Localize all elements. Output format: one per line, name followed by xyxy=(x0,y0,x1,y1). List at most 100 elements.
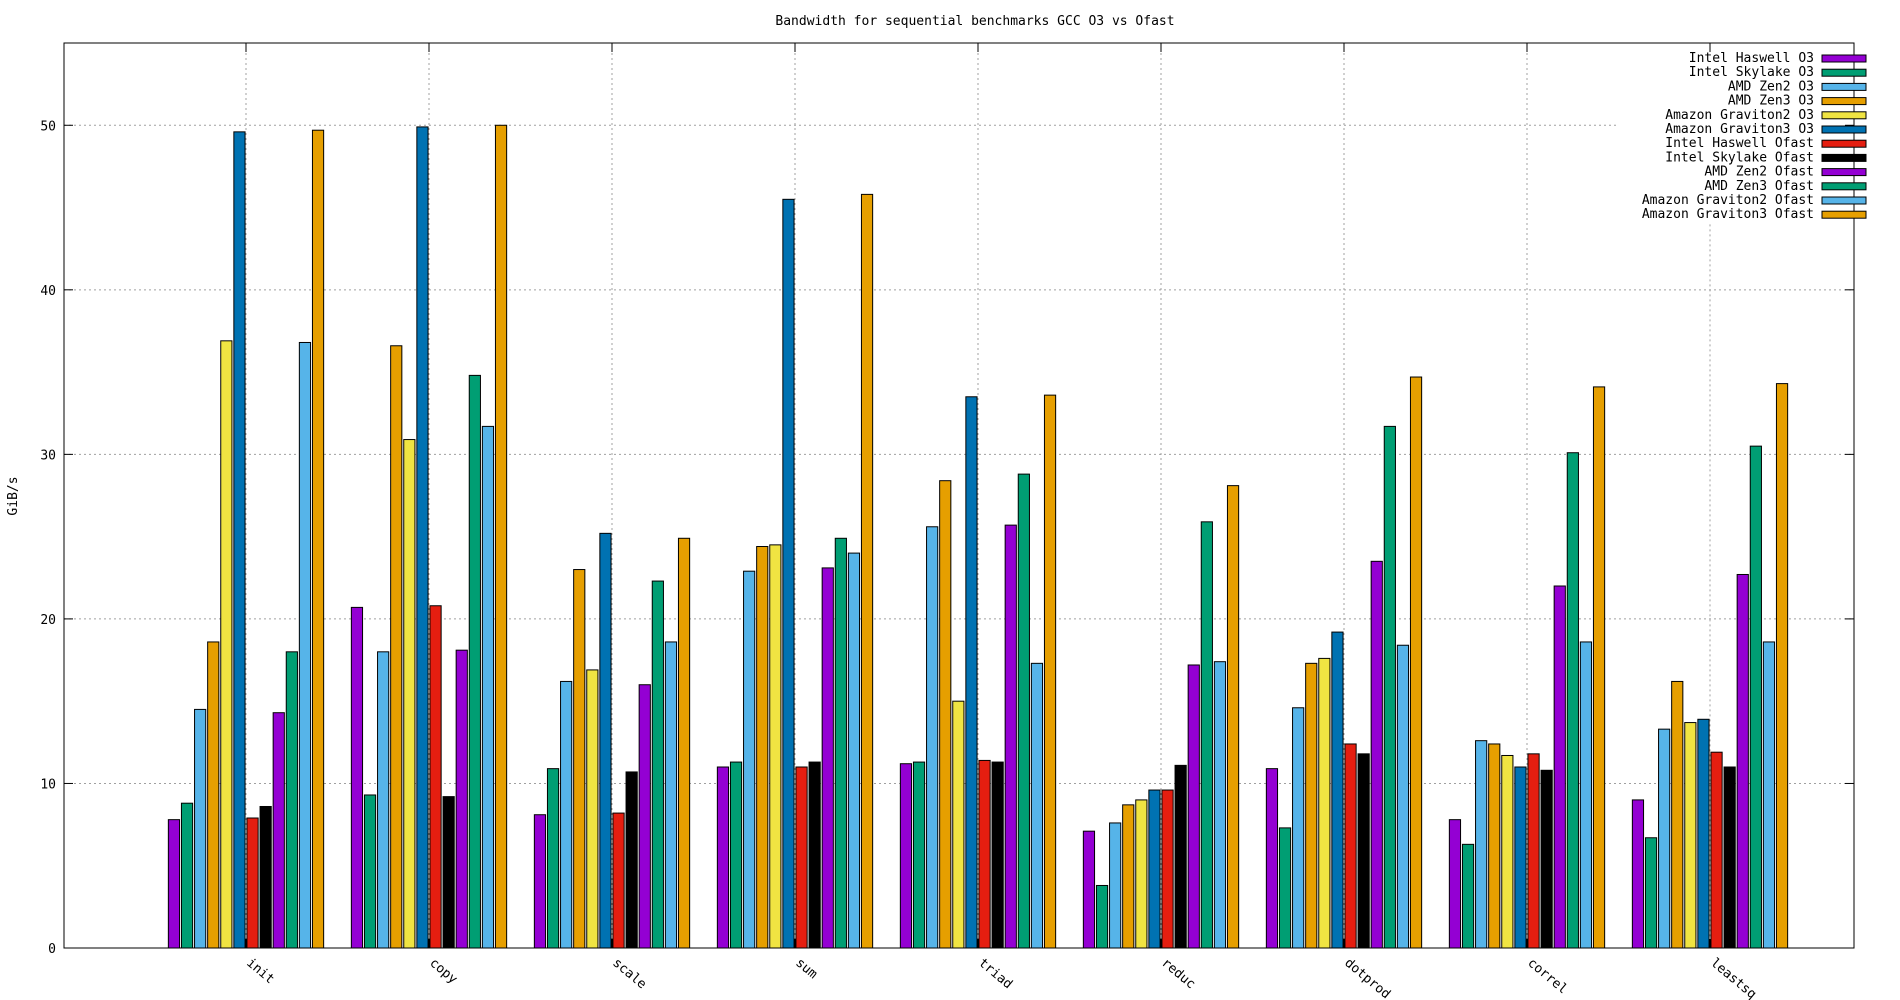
bar xyxy=(1344,743,1357,949)
bar xyxy=(1265,768,1279,949)
bar xyxy=(1278,827,1292,949)
x-tick-label: dotprod xyxy=(1341,956,1393,1000)
bar xyxy=(782,198,795,949)
legend-swatch xyxy=(1821,111,1867,120)
bar xyxy=(716,766,730,949)
y-tick-label: 20 xyxy=(40,613,56,628)
bar xyxy=(1631,799,1645,949)
bar xyxy=(272,712,285,949)
legend-swatch xyxy=(1821,82,1867,91)
bar xyxy=(860,193,874,949)
bar xyxy=(1697,718,1710,949)
bar xyxy=(612,812,625,949)
legend-label: AMD Zen2 O3 xyxy=(1728,79,1814,94)
bar xyxy=(560,680,573,949)
bar xyxy=(377,651,390,949)
x-tick-label: sum xyxy=(792,956,820,983)
bar xyxy=(481,425,495,949)
legend-swatch xyxy=(1821,182,1867,191)
bar xyxy=(468,374,481,949)
x-tick-label: correl xyxy=(1524,956,1570,998)
legend-label: Amazon Graviton3 O3 xyxy=(1665,122,1814,137)
legend-swatch xyxy=(1821,139,1867,148)
legend-swatch xyxy=(1821,125,1867,134)
bar xyxy=(1213,661,1227,949)
bar xyxy=(847,552,861,949)
bar xyxy=(207,641,220,949)
legend-label: AMD Zen2 Ofast xyxy=(1704,165,1814,180)
bar xyxy=(1710,751,1723,949)
bar xyxy=(664,641,678,949)
legend-swatch xyxy=(1821,68,1867,77)
bar xyxy=(1579,641,1593,949)
legend-swatch xyxy=(1821,153,1867,162)
bar xyxy=(625,771,638,949)
bar xyxy=(167,819,181,949)
bar xyxy=(1592,386,1606,949)
bar xyxy=(1566,452,1579,949)
legend-swatch xyxy=(1821,54,1867,63)
bar xyxy=(1488,743,1501,949)
y-tick-label: 10 xyxy=(40,777,56,792)
bar xyxy=(965,396,978,949)
bar xyxy=(285,651,298,949)
bar xyxy=(180,802,194,949)
bar xyxy=(651,580,664,949)
bar xyxy=(1409,376,1423,949)
bar xyxy=(494,124,508,949)
bar xyxy=(1030,662,1044,949)
bar xyxy=(246,817,259,949)
bar xyxy=(939,480,952,949)
bar xyxy=(743,570,756,949)
bar xyxy=(729,761,743,949)
bar xyxy=(1082,830,1096,949)
bar xyxy=(429,605,442,949)
bar xyxy=(1226,485,1240,949)
bar xyxy=(1004,524,1017,949)
bar xyxy=(795,766,808,949)
x-tick-label: leastsq xyxy=(1707,956,1759,1000)
bar xyxy=(403,439,416,949)
bar xyxy=(1095,884,1109,949)
bar xyxy=(194,708,207,949)
x-tick-label: init xyxy=(243,956,277,988)
legend-swatch xyxy=(1821,196,1867,205)
bar xyxy=(233,131,246,949)
bar xyxy=(1762,641,1776,949)
bar xyxy=(1540,769,1553,949)
legend-swatch xyxy=(1821,97,1867,106)
bar xyxy=(259,805,272,949)
bar xyxy=(1318,657,1331,949)
bar xyxy=(1475,740,1488,949)
bar xyxy=(1658,728,1671,949)
bar xyxy=(363,794,377,949)
bar xyxy=(311,129,325,949)
bar xyxy=(677,537,691,949)
bar xyxy=(1501,754,1514,949)
bar xyxy=(756,546,769,949)
plot-frame xyxy=(63,42,1855,949)
bar xyxy=(455,649,468,949)
legend-label: Intel Skylake O3 xyxy=(1689,65,1814,80)
bar xyxy=(1749,445,1762,949)
bar xyxy=(638,684,651,949)
bar xyxy=(1161,789,1174,949)
x-tick-label: scale xyxy=(609,956,649,993)
y-tick-label: 30 xyxy=(40,448,56,463)
bar xyxy=(1305,662,1318,949)
y-axis-label: GiB/s xyxy=(6,476,21,515)
bar xyxy=(978,759,991,949)
y-tick-label: 0 xyxy=(48,942,56,957)
legend-label: Amazon Graviton2 O3 xyxy=(1665,108,1814,123)
bar xyxy=(1357,753,1370,949)
chart-title: Bandwidth for sequential benchmarks GCC … xyxy=(775,14,1174,29)
bar xyxy=(442,796,455,949)
bar xyxy=(1122,804,1135,949)
bar xyxy=(1671,680,1684,949)
bar xyxy=(1448,819,1462,949)
bar xyxy=(834,537,847,949)
bar xyxy=(1527,753,1540,949)
bar xyxy=(350,606,364,949)
